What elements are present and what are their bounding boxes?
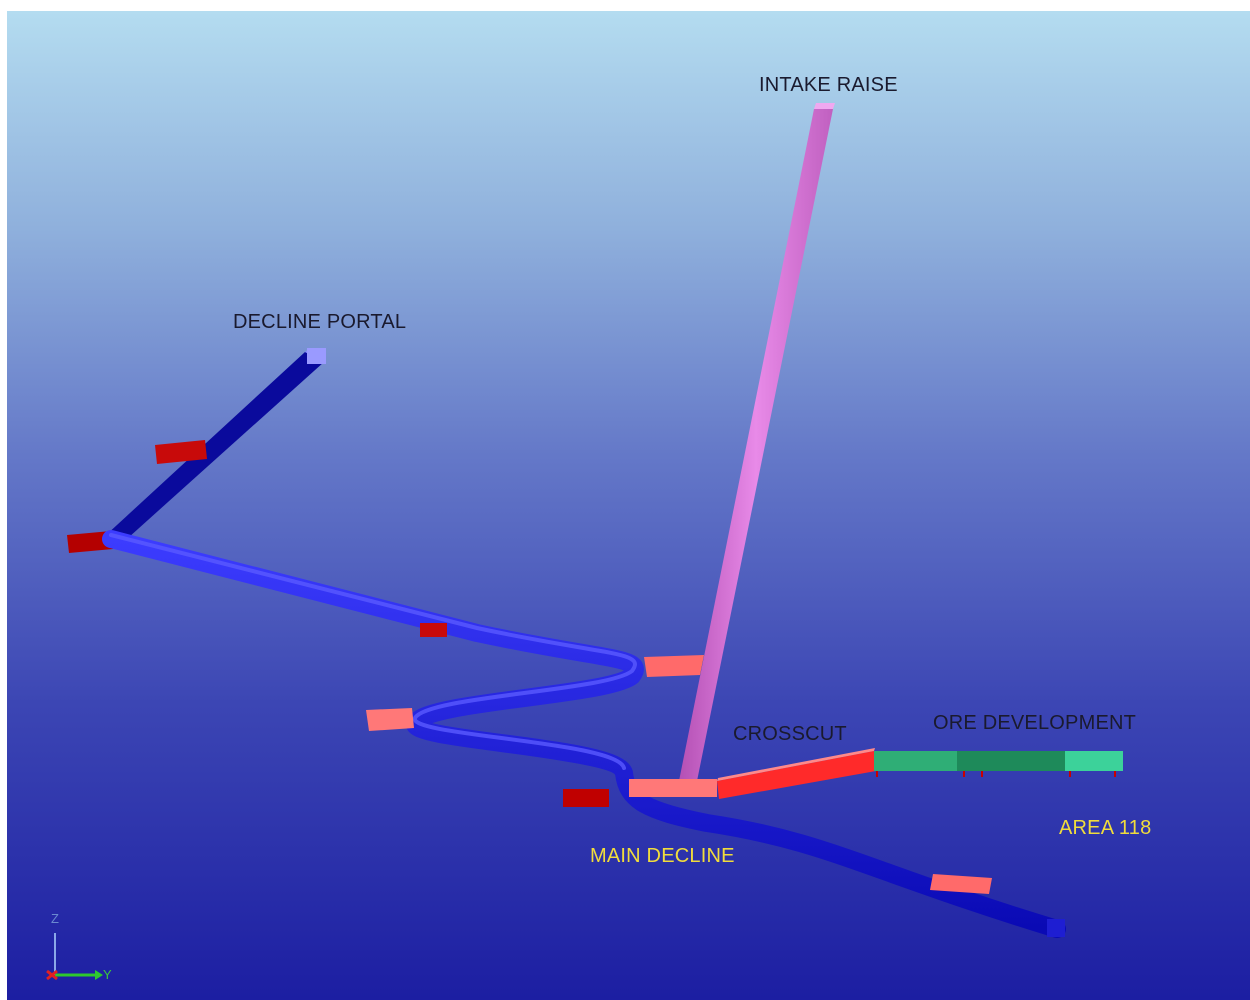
- stub-upper-2: [67, 531, 113, 553]
- crosscut-drive-top: [717, 748, 875, 781]
- stub-mid-2: [644, 655, 704, 677]
- stub-lower-1: [930, 874, 992, 894]
- stub-mid-1: [420, 623, 447, 637]
- 3d-viewport[interactable]: INTAKE RAISE DECLINE PORTAL CROSSCUT ORE…: [7, 11, 1250, 1000]
- crosscut-drive[interactable]: [717, 751, 876, 799]
- axis-z-label: Z: [51, 911, 59, 926]
- ore-development-blocks[interactable]: [874, 751, 1123, 777]
- label-crosscut: CROSSCUT: [733, 723, 847, 745]
- decline-end-cap: [1047, 919, 1065, 937]
- axis-arrows-icon: [46, 933, 103, 981]
- label-area: AREA 118: [1059, 817, 1152, 839]
- stub-mid-3: [366, 708, 414, 731]
- main-decline-tube[interactable]: [102, 530, 1066, 938]
- decline-upper-segment[interactable]: [105, 348, 325, 546]
- mine-model-scene[interactable]: [7, 11, 1250, 1000]
- label-main-decline: MAIN DECLINE: [590, 845, 735, 867]
- decline-portal-cap[interactable]: [307, 348, 326, 364]
- label-ore-development: ORE DEVELOPMENT: [933, 712, 1137, 734]
- stub-upper-1: [155, 440, 207, 464]
- stub-mid-4: [563, 789, 609, 807]
- intake-raise-shaft[interactable]: [679, 103, 835, 781]
- crosscut-platform[interactable]: [629, 779, 717, 797]
- axis-triad-icon: Z Y: [37, 909, 117, 989]
- axis-y-label: Y: [103, 967, 112, 982]
- label-decline-portal: DECLINE PORTAL: [233, 311, 407, 333]
- label-intake-raise: INTAKE RAISE: [759, 74, 898, 96]
- main-decline-highlight: [109, 533, 637, 770]
